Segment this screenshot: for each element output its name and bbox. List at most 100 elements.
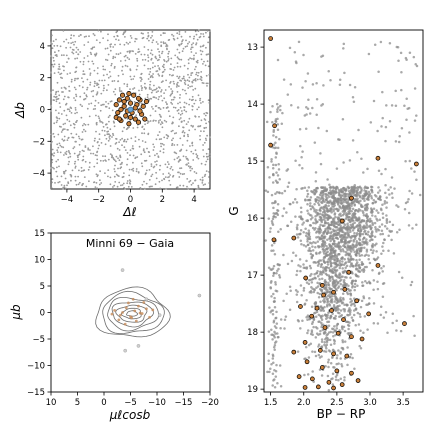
field-star-point — [347, 247, 351, 250]
field-star-point — [136, 126, 139, 129]
field-star-point — [131, 145, 134, 147]
field-star-point — [70, 80, 73, 83]
field-star-point — [103, 79, 106, 82]
member-star-point — [375, 155, 381, 161]
field-star-point — [279, 108, 282, 112]
field-star-point — [346, 346, 349, 349]
field-star-point — [349, 309, 352, 312]
field-star-point — [136, 156, 139, 158]
field-star-point — [150, 165, 153, 168]
field-star-point — [282, 253, 285, 257]
field-star-point — [334, 262, 337, 265]
field-star-point — [88, 115, 91, 118]
field-star-point — [269, 268, 272, 271]
field-star-point — [121, 130, 124, 133]
field-star-point — [309, 202, 312, 205]
field-star-point — [73, 86, 76, 89]
field-star-point — [92, 89, 95, 92]
cmd-x-tick-label: 2.5 — [330, 398, 344, 408]
field-star-point — [158, 74, 161, 77]
field-star-point — [405, 58, 408, 62]
field-star-point — [342, 212, 346, 215]
field-star-point — [83, 44, 86, 46]
member-star-point — [143, 99, 149, 105]
member-star-point — [127, 114, 134, 121]
field-star-point — [284, 315, 288, 318]
field-star-point — [318, 332, 322, 336]
field-star-point — [390, 192, 394, 195]
field-star-point — [340, 263, 344, 266]
field-star-point — [360, 299, 364, 303]
field-star-point — [144, 173, 147, 176]
field-star-point — [57, 90, 60, 93]
field-star-point — [63, 184, 66, 187]
field-star-point — [418, 193, 422, 197]
field-star-point — [290, 259, 294, 263]
field-star-point — [97, 29, 100, 32]
field-star-point — [157, 121, 160, 124]
field-star-point — [344, 320, 348, 324]
field-star-point — [104, 105, 107, 108]
field-star-point — [360, 157, 363, 161]
field-star-point — [107, 84, 110, 86]
field-star-point — [349, 254, 352, 257]
field-star-point — [338, 83, 342, 86]
field-star-point — [343, 198, 347, 201]
field-star-point — [84, 145, 87, 147]
field-star-point — [197, 157, 200, 160]
field-star-point — [183, 109, 186, 112]
field-star-point — [82, 155, 85, 158]
field-star-point — [286, 185, 290, 189]
field-star-point — [179, 113, 182, 116]
field-star-point — [329, 256, 332, 259]
field-star-point — [146, 122, 149, 124]
field-star-point — [95, 39, 98, 41]
field-star-point — [302, 231, 305, 234]
field-star-point — [70, 37, 72, 40]
field-star-point — [413, 119, 417, 122]
field-star-point — [194, 128, 197, 131]
field-star-point — [83, 98, 85, 101]
field-star-point — [384, 167, 387, 171]
field-star-point — [176, 91, 179, 93]
field-star-point — [68, 90, 71, 92]
field-star-point — [346, 224, 350, 227]
field-star-point — [118, 159, 121, 162]
field-star-point — [352, 302, 356, 306]
field-star-point — [167, 172, 170, 175]
field-star-point — [172, 80, 175, 83]
field-star-point — [56, 98, 59, 100]
field-star-point — [413, 334, 416, 338]
field-star-point — [183, 82, 186, 84]
field-star-point — [317, 353, 321, 357]
field-star-point — [351, 257, 354, 261]
field-star-point — [342, 280, 346, 284]
field-star-point — [306, 238, 309, 241]
field-star-point — [92, 108, 95, 110]
field-star-point — [320, 325, 323, 329]
field-star-point — [335, 301, 339, 305]
field-star-point — [336, 259, 339, 262]
field-star-point — [147, 67, 150, 70]
field-star-point — [338, 312, 341, 315]
field-star-point — [71, 51, 74, 54]
field-star-point — [60, 113, 63, 115]
field-star-point — [163, 144, 165, 146]
field-star-point — [329, 227, 332, 231]
field-star-point — [342, 325, 346, 329]
field-star-point — [369, 227, 373, 231]
field-star-point — [326, 263, 330, 266]
field-star-point — [331, 327, 334, 331]
field-star-point — [357, 270, 361, 273]
field-star-point — [189, 35, 191, 38]
field-star-point — [208, 176, 210, 178]
field-star-point — [58, 142, 61, 145]
field-star-point — [328, 338, 332, 342]
field-star-point — [153, 165, 156, 168]
field-star-point — [75, 93, 77, 96]
field-star-point — [272, 346, 276, 349]
field-star-point — [117, 157, 119, 160]
field-star-point — [67, 129, 69, 131]
field-star-point — [133, 75, 136, 78]
field-star-point — [208, 120, 210, 123]
